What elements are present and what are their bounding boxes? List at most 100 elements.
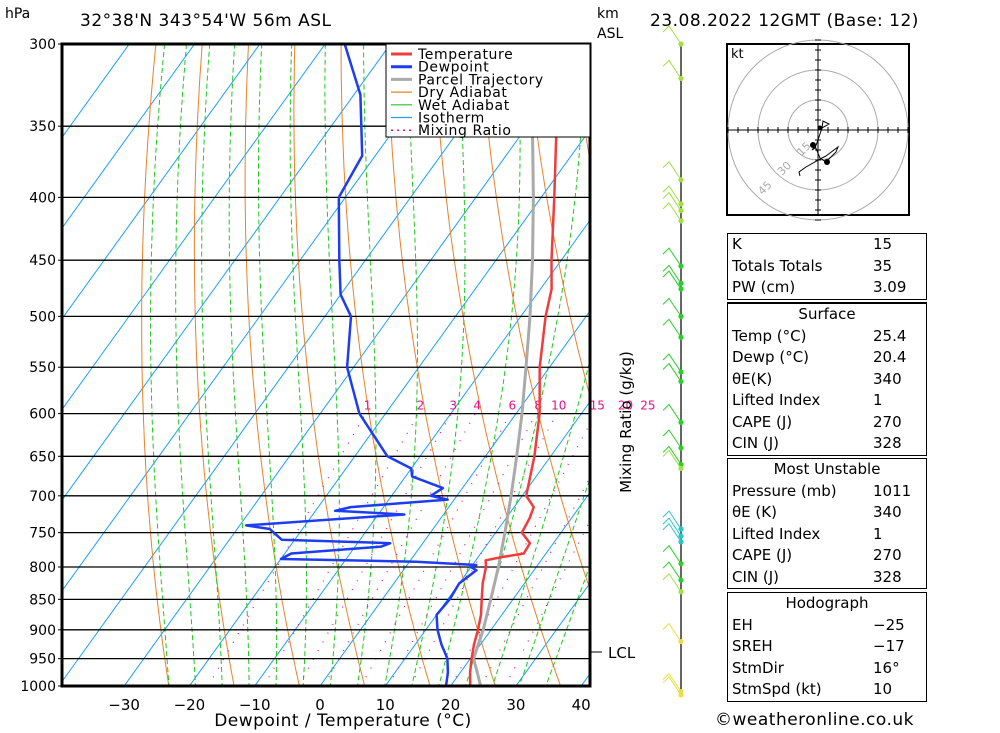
wind-barb bbox=[662, 160, 682, 181]
y-tick-label: 800 bbox=[29, 560, 56, 576]
temperature-axis: −30 −20 −10 0 10 20 30 40 bbox=[108, 696, 590, 714]
mixing-ratio-label: 20 bbox=[618, 399, 633, 413]
y-tick-label: 900 bbox=[29, 623, 56, 639]
mixing-ratio-label: 1 bbox=[364, 399, 372, 413]
mixing-ratio-line bbox=[297, 413, 452, 686]
wind-barb bbox=[662, 522, 682, 543]
isotherm-line bbox=[62, 44, 326, 411]
legend-box bbox=[385, 43, 591, 138]
index-label: Pressure (mb) bbox=[732, 481, 837, 500]
legend-label-isotherm: Isotherm bbox=[418, 111, 485, 127]
dewpoint-line bbox=[244, 44, 478, 686]
mixing-ratio-label: 25 bbox=[640, 399, 655, 413]
wet-adiabat-line bbox=[438, 44, 521, 686]
isotherm-line bbox=[62, 44, 261, 320]
wind-barb bbox=[662, 202, 682, 222]
pressure-axis: 300 350 400 450 500 550 600 650 700 750 800 850 900 9… bbox=[20, 37, 62, 695]
index-label: PW (cm) bbox=[732, 278, 796, 296]
mixing-ratio-label: 2 bbox=[417, 399, 425, 413]
surface-section-title: Surface bbox=[798, 305, 856, 323]
index-label: K bbox=[732, 235, 742, 253]
wet-adiabat-line bbox=[228, 44, 250, 686]
surface-row: θE(K) 340 bbox=[728, 369, 926, 391]
index-value: 10 bbox=[873, 680, 893, 698]
copyright[interactable]: ©weatheronline.co.uk bbox=[715, 710, 915, 730]
mixing-ratio-label: 4 bbox=[473, 399, 481, 413]
most-unstable-section-title: Most Unstable bbox=[773, 460, 881, 478]
index-label: CAPE (J) bbox=[732, 546, 793, 564]
index-label: θE(K) bbox=[732, 369, 773, 388]
y-tick-label: 750 bbox=[29, 526, 56, 542]
dry-adiabat-line bbox=[386, 44, 496, 686]
wet-adiabat-line bbox=[384, 44, 418, 686]
y-tick-label: 700 bbox=[29, 489, 56, 505]
height-unit-km: km bbox=[597, 6, 619, 22]
mixing-ratio-axis-label: Mixing Ratio (g/kg) bbox=[617, 351, 635, 493]
wet-adiabat-line bbox=[150, 44, 170, 686]
wet-adiabat-line bbox=[356, 44, 377, 686]
location-title: 32°38'N 343°54'W 56m ASL bbox=[80, 11, 332, 31]
index-label: EH bbox=[732, 615, 753, 634]
hodo-row: EH −25 bbox=[728, 615, 926, 637]
wind-barb bbox=[662, 353, 682, 373]
wind-barb bbox=[662, 429, 682, 449]
y-tick-label: 850 bbox=[29, 592, 56, 608]
index-value: 270 bbox=[873, 412, 902, 431]
dry-adiabat-line bbox=[244, 44, 300, 686]
y-tick-label: 350 bbox=[29, 119, 56, 135]
index-row-k: K 15 bbox=[728, 234, 926, 256]
index-value: 340 bbox=[873, 369, 902, 388]
wind-barb bbox=[662, 264, 682, 284]
y-tick-label: 300 bbox=[29, 37, 56, 53]
index-row-totals: Totals Totals 35 bbox=[728, 256, 926, 278]
mu-row: Lifted Index 1 bbox=[728, 524, 926, 546]
index-value: 15 bbox=[873, 235, 893, 253]
hodograph-section-title: Hodograph bbox=[728, 592, 926, 615]
plot-frame bbox=[60, 42, 592, 688]
height-unit-asl: ASL bbox=[597, 26, 624, 42]
profiles bbox=[244, 44, 562, 686]
isotherm-line bbox=[62, 44, 392, 502]
hodo-row: StmDir 16° bbox=[728, 658, 926, 680]
indices-most-unstable-panel: Most Unstable Pressure (mb) 1011 θE (K) 34… bbox=[727, 458, 927, 589]
index-label: SREH bbox=[732, 637, 773, 655]
mu-row: θE (K) 340 bbox=[728, 502, 926, 524]
wind-barb bbox=[662, 622, 682, 642]
dry-adiabat-line bbox=[525, 44, 590, 399]
x-axis-label: Dewpoint / Temperature (°C) bbox=[214, 711, 472, 731]
y-tick-label: 450 bbox=[29, 253, 56, 269]
surface-row: CIN (J) 328 bbox=[728, 433, 926, 455]
wind-barb bbox=[662, 318, 682, 338]
mixing-ratio-label: 6 bbox=[509, 399, 517, 413]
mixing-ratio-label: 3 bbox=[449, 399, 457, 413]
mu-row: CIN (J) 328 bbox=[728, 567, 926, 589]
hodograph-point bbox=[810, 142, 816, 148]
x-tick-label: −20 bbox=[174, 696, 206, 714]
legend-label-temperature: Temperature bbox=[417, 47, 513, 63]
wet-adiabat-line bbox=[518, 476, 590, 686]
index-label: CAPE (J) bbox=[732, 412, 793, 431]
x-tick-label: 40 bbox=[572, 696, 591, 714]
wind-barb bbox=[662, 676, 682, 696]
index-label: CIN (J) bbox=[732, 434, 780, 452]
index-value: 1 bbox=[873, 391, 883, 409]
wind-point bbox=[678, 533, 684, 539]
index-label: Lifted Index bbox=[732, 524, 821, 543]
legend-label-dewpoint: Dewpoint bbox=[418, 60, 489, 76]
y-tick-label: 650 bbox=[29, 449, 56, 465]
index-value: −25 bbox=[873, 615, 905, 634]
dry-adiabat-line bbox=[977, 7, 1000, 712]
index-value: 328 bbox=[873, 567, 902, 586]
mixing-ratio-label: 10 bbox=[551, 399, 566, 413]
dry-adiabat-line bbox=[433, 44, 562, 686]
mixing-ratio-line bbox=[360, 413, 511, 686]
mixing-ratio-label: 8 bbox=[534, 399, 542, 413]
wind-barb bbox=[662, 191, 682, 211]
index-label: StmSpd (kt) bbox=[732, 680, 822, 698]
isotherm-line bbox=[449, 491, 590, 686]
wind-profile bbox=[662, 25, 684, 698]
parcel-line bbox=[472, 78, 535, 686]
wind-barb bbox=[662, 270, 682, 290]
